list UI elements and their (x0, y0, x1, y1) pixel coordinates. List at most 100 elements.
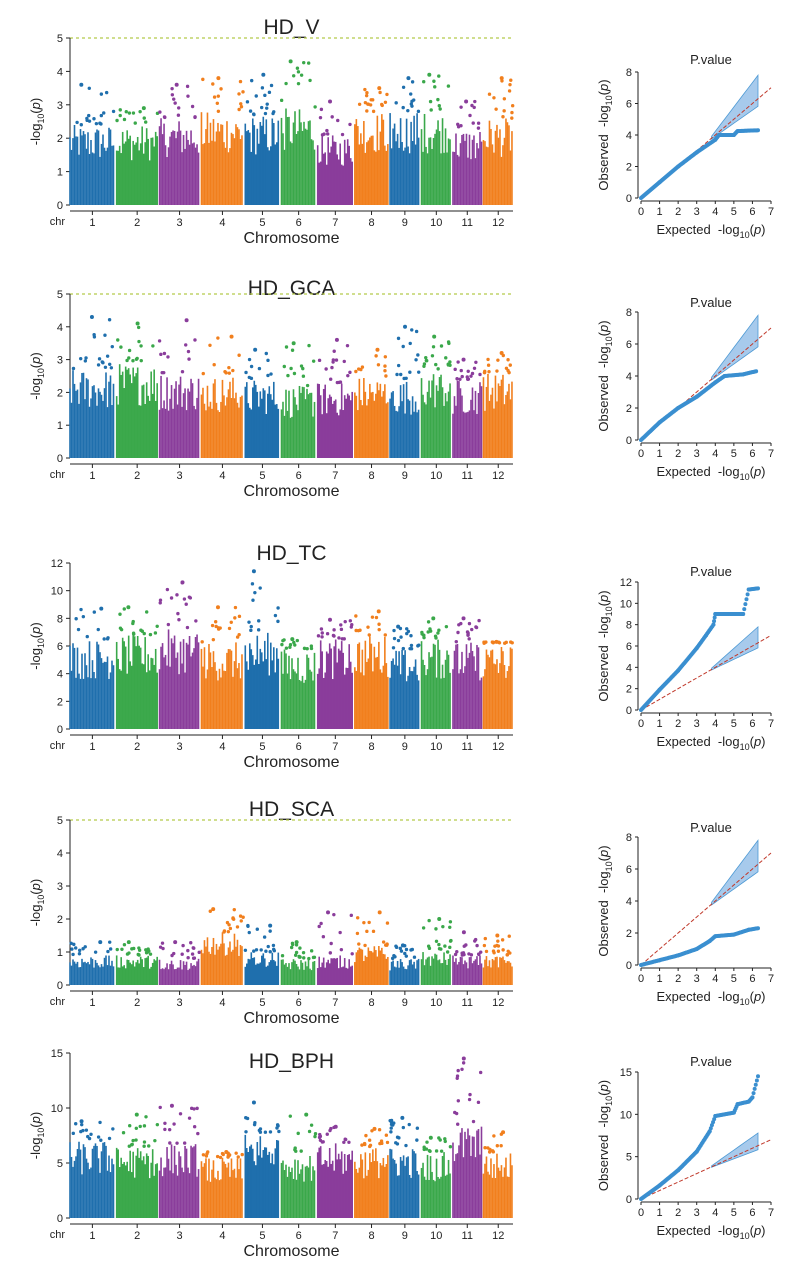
snp-point (436, 631, 440, 635)
snp-point (434, 939, 439, 943)
snp-point (317, 358, 322, 363)
snp-point (318, 1132, 322, 1137)
chromosome-2-points (115, 940, 158, 985)
chromosome-3-points (158, 580, 200, 729)
snp-point (124, 109, 128, 114)
x-axis-label: Chromosome (243, 1010, 339, 1027)
x-tick-label: 8 (368, 741, 374, 753)
qq-y-axis-label: Observed -log10(p) (596, 845, 614, 956)
snp-point (239, 102, 243, 106)
snp-point (247, 357, 252, 362)
snp-point (269, 372, 273, 376)
snp-point (446, 362, 450, 366)
snp-point (176, 113, 181, 117)
snp-point (190, 104, 195, 109)
x-axis-label: Chromosome (243, 754, 339, 771)
snp-point (332, 628, 336, 632)
snp-point (253, 590, 257, 595)
snp-point (437, 74, 441, 78)
snp-point (329, 377, 333, 381)
x-tick-label: 3 (176, 1230, 182, 1242)
qq-y-axis-label: Observed -log10(p) (596, 590, 614, 701)
snp-point (358, 628, 362, 632)
y-tick-label: 3 (57, 881, 63, 893)
x-tick-label: 11 (462, 997, 473, 1009)
x-tick-label: 8 (368, 1230, 374, 1242)
snp-point (399, 372, 403, 377)
chromosome-6-points (280, 341, 316, 458)
snp-point (510, 641, 514, 645)
snp-point (365, 91, 369, 95)
snp-point (377, 622, 381, 626)
qq-x-axis-label: Expected -log10(p) (656, 989, 765, 1007)
snp-peak-point (79, 82, 84, 87)
snp-point (346, 373, 350, 378)
y-tick-label: 4 (57, 322, 63, 334)
snp-point (424, 355, 428, 360)
snp-point (130, 1142, 134, 1147)
x-tick-label: 12 (492, 470, 504, 482)
snp-point (415, 1126, 420, 1130)
chromosome-3-points (157, 318, 200, 458)
snp-point (444, 624, 449, 629)
y-tick-label: 0 (57, 980, 63, 992)
snp-point (249, 78, 254, 83)
snp-peak-point (99, 606, 104, 611)
snp-point (339, 623, 343, 627)
snp-point (134, 1138, 138, 1142)
snp-point (363, 943, 367, 948)
snp-point (494, 107, 498, 111)
snp-point (395, 372, 399, 377)
snp-point (120, 947, 124, 951)
qq-y-tick-label: 4 (626, 130, 632, 142)
snp-point (396, 638, 401, 643)
snp-point (170, 93, 175, 97)
qq-y-tick-label: 5 (626, 1152, 632, 1164)
y-axis-label: -log10(p) (28, 98, 46, 145)
snp-point (212, 363, 216, 367)
qq-point (712, 615, 717, 620)
snp-point (110, 344, 114, 349)
snp-peak-point (141, 106, 146, 111)
snp-point (140, 629, 145, 633)
snp-point (296, 1131, 300, 1136)
snp-point (259, 105, 264, 110)
snp-point (142, 1144, 146, 1148)
qq-x-tick-label: 1 (657, 448, 663, 460)
qq-x-tick-label: 6 (749, 1207, 755, 1219)
snp-point (208, 909, 212, 913)
snp-point (503, 641, 507, 645)
snp-point (377, 1128, 382, 1132)
snp-point (490, 640, 495, 644)
qq-y-tick-label: 6 (626, 641, 632, 653)
snp-point (468, 1092, 472, 1097)
x-tick-label: 7 (332, 997, 338, 1009)
y-tick-label: 0 (57, 1213, 63, 1225)
snp-point (431, 345, 436, 349)
snp-point (118, 113, 122, 118)
snp-point (436, 367, 440, 371)
snp-peak-point (396, 624, 401, 629)
qq-x-tick-label: 4 (712, 718, 718, 730)
snp-point (237, 614, 242, 619)
snp-point (325, 1132, 329, 1136)
snp-point (148, 952, 153, 956)
chromosome-8-points (354, 347, 389, 458)
snp-point (446, 340, 451, 344)
qq-point (712, 1117, 717, 1122)
snp-point (399, 635, 403, 639)
snp-point (478, 372, 482, 377)
snp-point (235, 925, 240, 929)
qq-y-tick-label: 0 (626, 960, 632, 972)
snp-point (266, 358, 270, 363)
snp-point (329, 1126, 333, 1131)
snp-point (192, 946, 196, 950)
snp-point (265, 106, 269, 110)
snp-point (160, 941, 165, 945)
qq-x-tick-label: 4 (712, 448, 718, 460)
chromosome-1-points (69, 314, 115, 458)
snp-point (125, 358, 129, 363)
snp-point (473, 99, 477, 104)
snp-point (191, 956, 196, 960)
